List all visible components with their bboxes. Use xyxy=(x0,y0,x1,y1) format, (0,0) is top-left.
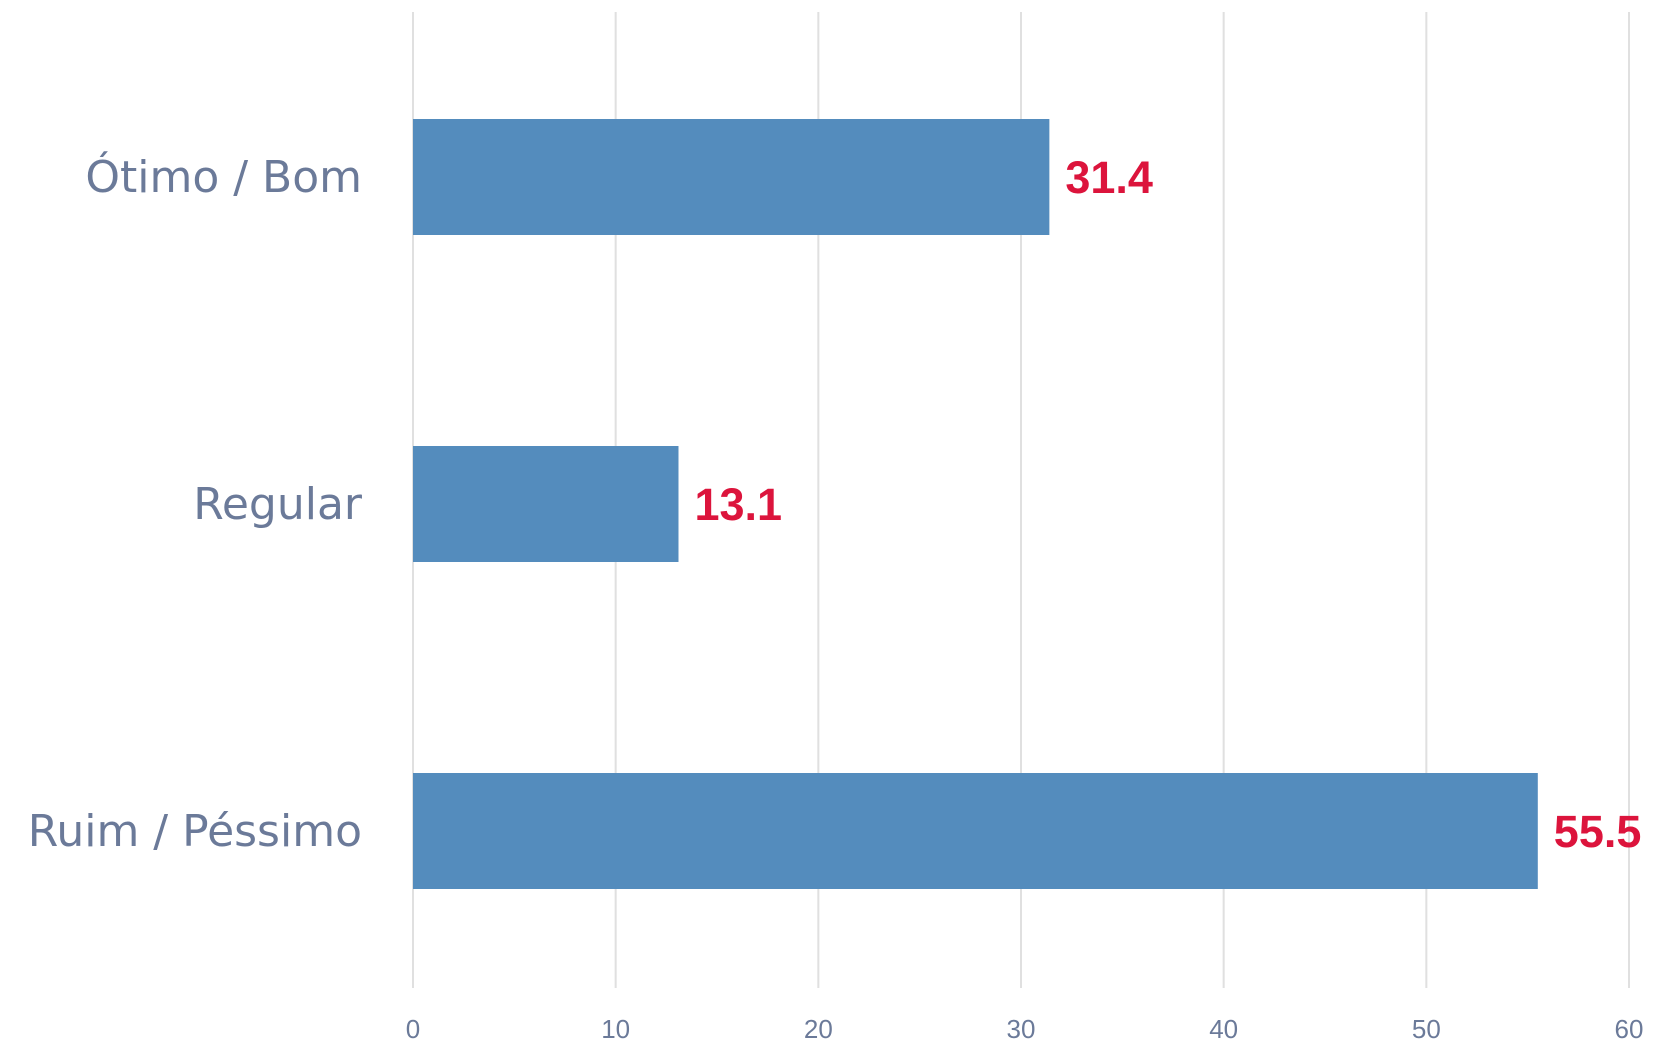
x-tick-label: 30 xyxy=(1007,1014,1036,1044)
x-tick-label: 20 xyxy=(804,1014,833,1044)
x-axis-tick-labels: 0 10 20 30 40 50 60 xyxy=(406,1014,1644,1044)
category-labels: Ótimo / Bom Regular Ruim / Péssimo xyxy=(28,150,363,857)
category-label: Regular xyxy=(193,479,363,530)
value-labels: 31.4 13.1 55.5 xyxy=(694,152,1641,857)
x-tick-label: 10 xyxy=(601,1014,630,1044)
bar xyxy=(413,119,1050,235)
category-label: Ruim / Péssimo xyxy=(28,806,362,857)
bar xyxy=(413,773,1538,889)
x-tick-label: 0 xyxy=(406,1014,420,1044)
bar xyxy=(413,446,679,562)
value-label: 31.4 xyxy=(1065,152,1153,203)
bars xyxy=(413,119,1538,889)
category-label: Ótimo / Bom xyxy=(85,150,362,203)
x-tick-label: 60 xyxy=(1615,1014,1644,1044)
value-label: 55.5 xyxy=(1554,806,1642,857)
value-label: 13.1 xyxy=(694,479,782,530)
x-tick-label: 50 xyxy=(1412,1014,1441,1044)
x-tick-label: 40 xyxy=(1209,1014,1238,1044)
